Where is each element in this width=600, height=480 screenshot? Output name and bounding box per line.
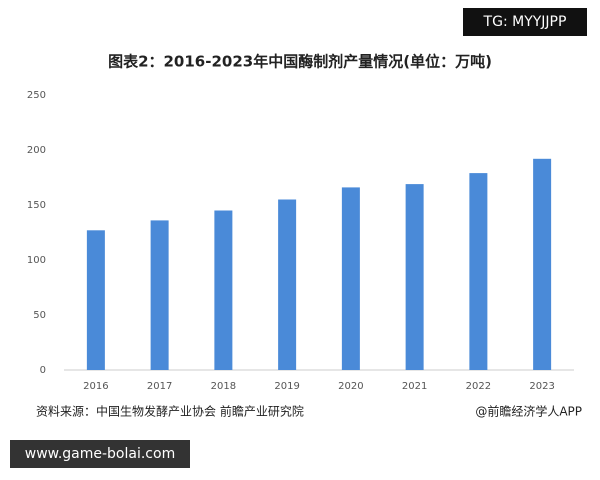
bar <box>405 184 424 370</box>
source-note: 资料来源：中国生物发酵产业协会 前瞻产业研究院 <box>36 404 304 419</box>
y-tick-label: 200 <box>27 145 46 156</box>
y-tick-label: 150 <box>27 200 46 211</box>
bar <box>150 220 169 370</box>
x-tick-label: 2022 <box>466 381 491 392</box>
overlay-box <box>10 440 190 468</box>
bar <box>533 158 552 370</box>
chart-title: 图表2：2016-2023年中国酶制剂产量情况(单位：万吨) <box>108 53 492 71</box>
x-tick-label: 2017 <box>147 381 172 392</box>
x-tick-label: 2020 <box>338 381 363 392</box>
y-tick-label: 0 <box>40 365 46 376</box>
x-tick-label: 2018 <box>211 381 236 392</box>
y-tick-label: 50 <box>33 310 46 321</box>
credit: @前瞻经济学人APP <box>475 404 582 419</box>
bar <box>86 230 105 370</box>
x-tick-label: 2021 <box>402 381 427 392</box>
bar <box>214 210 233 370</box>
overlay-text: www.game-bolai.com <box>25 446 175 462</box>
y-tick-label: 250 <box>27 90 46 101</box>
x-tick-label: 2016 <box>83 381 108 392</box>
bar <box>469 173 488 370</box>
x-tick-label: 2023 <box>529 381 554 392</box>
y-tick-label: 100 <box>27 255 46 266</box>
overlay-text: TG: MYYJJPP <box>483 14 567 30</box>
bar <box>278 199 297 370</box>
bar <box>341 187 360 370</box>
overlay-box <box>463 8 587 36</box>
x-tick-label: 2019 <box>274 381 299 392</box>
